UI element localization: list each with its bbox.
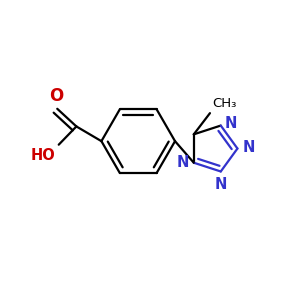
Text: N: N (242, 140, 254, 155)
Text: HO: HO (30, 148, 55, 163)
Text: N: N (177, 155, 189, 170)
Text: O: O (49, 87, 63, 105)
Text: N: N (225, 116, 237, 131)
Text: CH₃: CH₃ (212, 97, 237, 110)
Text: N: N (214, 177, 227, 192)
